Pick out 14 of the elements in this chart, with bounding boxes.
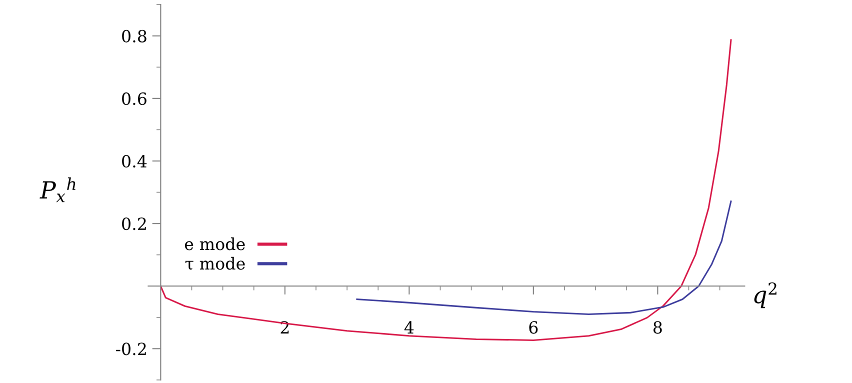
x-tick-label: 8 [653,321,662,334]
line-series [160,39,732,341]
y-tick-label: 0.8 [122,30,146,42]
legend-label: e mode [184,237,245,250]
y-tick-label: 0.2 [122,218,146,230]
x-axis-title: q$^{2}$ [754,282,776,308]
x-tick-label: 4 [404,321,414,334]
y-tick-label: 0.6 [122,92,146,105]
y-axis-title: P$_{x}$$^{h}$ [40,177,76,202]
y-tick-label: 0.4 [122,154,147,168]
x-tick-label: 6 [529,321,538,334]
y-tick-label: -0.2 [116,342,146,356]
line-series [356,200,732,316]
legend-label: τ mode [185,256,245,270]
